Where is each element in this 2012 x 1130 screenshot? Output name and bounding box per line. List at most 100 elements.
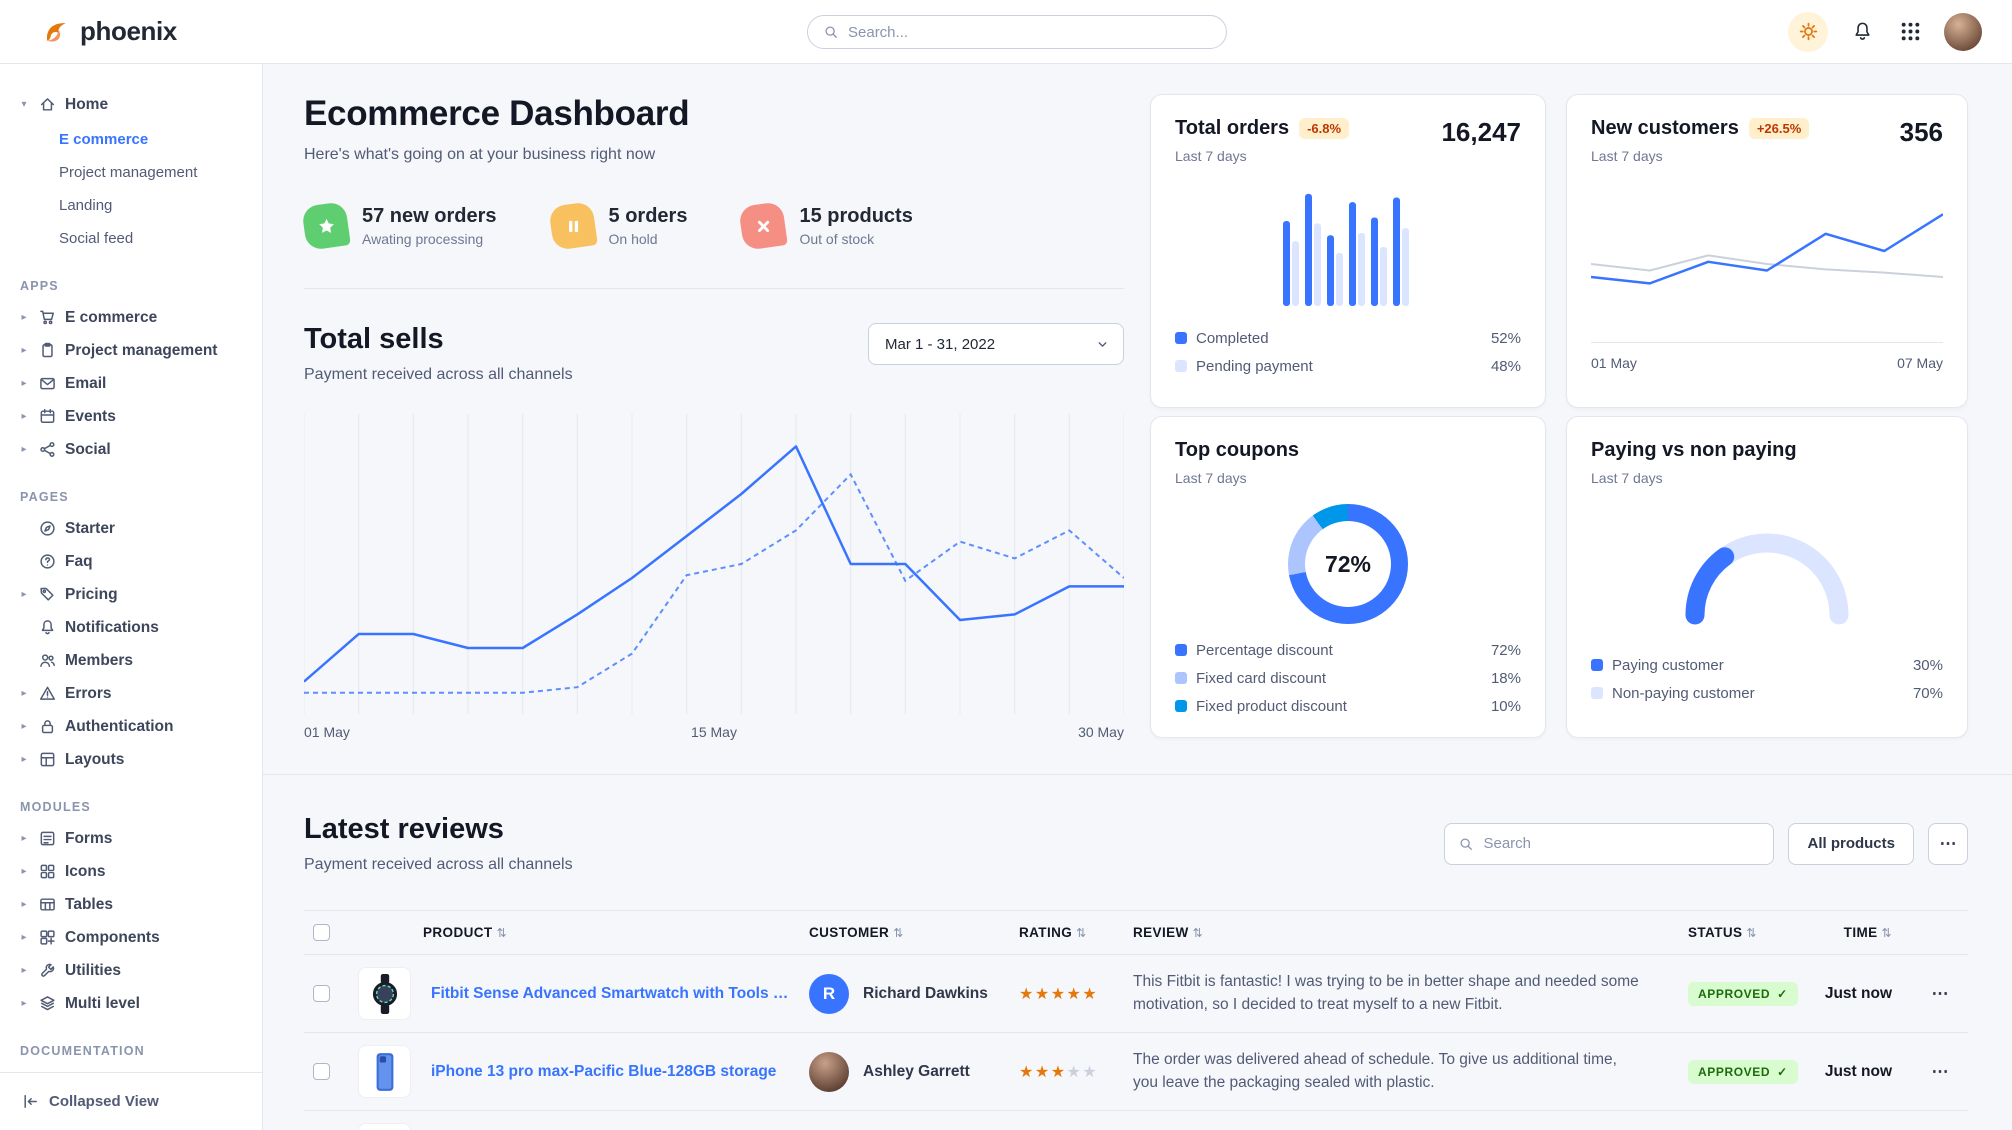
column-header-status[interactable]: STATUS ⇅ [1652, 910, 1802, 955]
sidebar-item-errors[interactable]: ▸ Errors [18, 677, 250, 710]
reviews-search-input[interactable] [1483, 835, 1760, 852]
legend-item: Paying customer 30% [1591, 651, 1943, 679]
row-actions-button[interactable]: ⋯ [1912, 1032, 1968, 1111]
x-axis-label: 07 May [1897, 355, 1943, 371]
row-checkbox[interactable] [313, 985, 330, 1002]
sidebar-item-ecommerce-dashboard[interactable]: E commerce [59, 131, 149, 148]
page-subtitle: Here's what's going on at your business … [304, 146, 656, 163]
form-icon [39, 830, 56, 847]
select-all-checkbox[interactable] [313, 924, 330, 941]
row-actions-button[interactable]: ⋯ [1912, 954, 1968, 1033]
column-header-rating[interactable]: RATING ⇅ [1011, 910, 1125, 955]
sidebar-section-pages: PAGES [20, 490, 69, 504]
sidebar-item-email[interactable]: ▸ Email [18, 367, 250, 400]
chevron-right-icon: ▸ [21, 721, 27, 732]
notifications-button[interactable] [1848, 18, 1876, 46]
column-header-product[interactable]: PRODUCT ⇅ [350, 910, 801, 955]
sidebar-item-social[interactable]: ▸ Social [18, 433, 250, 466]
legend-item: Non-paying customer 70% [1591, 679, 1943, 707]
column-header-review[interactable]: REVIEW ⇅ [1125, 910, 1652, 955]
coupons-donut-chart: 72% [1288, 504, 1408, 624]
sidebar-item-layouts[interactable]: ▸ Layouts [18, 743, 250, 776]
sidebar-section-apps: APPS [20, 279, 59, 293]
total-sells-chart: 01 May 15 May 30 May [304, 414, 1124, 740]
user-menu-avatar[interactable] [1944, 12, 1982, 51]
chevron-right-icon: ▸ [21, 378, 27, 389]
stat-value: 5 orders [608, 205, 688, 227]
apps-menu-button[interactable] [1896, 18, 1924, 46]
review-time: Just now [1802, 954, 1912, 1033]
check-icon: ✓ [1777, 1064, 1788, 1079]
chevron-right-icon: ▸ [21, 833, 27, 844]
product-link[interactable]: iPhone 13 pro max-Pacific Blue-128GB sto… [431, 1062, 777, 1080]
search-input[interactable] [848, 23, 1210, 41]
date-range-select[interactable]: Mar 1 - 31, 2022 [868, 323, 1124, 365]
brand-logo[interactable]: phoenix [42, 16, 177, 47]
reviews-subtitle: Payment received across all channels [304, 856, 573, 873]
sidebar-item-faq[interactable]: Faq [18, 545, 250, 578]
sidebar-item-utilities[interactable]: ▸ Utilities [18, 954, 250, 987]
stat-out-of-stock: 15 products Out of stock [738, 201, 913, 251]
chevron-right-icon: ▸ [21, 345, 27, 356]
chevron-right-icon: ▸ [21, 688, 27, 699]
layers-icon [39, 995, 56, 1012]
layout-icon [39, 751, 56, 768]
apps-grid-icon [1901, 22, 1919, 41]
product-link[interactable]: Fitbit Sense Advanced Smartwatch with To… [431, 984, 793, 1002]
tool-icon [39, 962, 56, 979]
theme-toggle-button[interactable] [1788, 11, 1828, 52]
sidebar-item-project-management-dashboard[interactable]: Project management [59, 164, 198, 181]
sidebar-item-starter[interactable]: Starter [18, 512, 250, 545]
sidebar-item-tables[interactable]: ▸ Tables [18, 888, 250, 921]
sidebar-item-social-feed[interactable]: Social feed [59, 230, 134, 247]
sidebar-item-home[interactable]: ▾ Home [18, 88, 250, 121]
card-period: Last 7 days [1175, 470, 1247, 486]
review-text: This Fitbit is fantastic! I was trying t… [1133, 973, 1639, 1013]
customer-avatar [809, 1051, 849, 1092]
collapse-sidebar-button[interactable]: Collapsed View [0, 1072, 262, 1130]
sidebar-item-members[interactable]: Members [18, 644, 250, 677]
sidebar-item-landing[interactable]: Landing [59, 197, 113, 214]
calendar-icon [39, 408, 56, 425]
home-icon [39, 96, 56, 113]
column-header-time[interactable]: TIME ⇅ [1802, 910, 1912, 955]
legend-value: 72% [1490, 641, 1521, 659]
legend-value: 70% [1912, 684, 1943, 702]
chevron-right-icon: ▸ [21, 899, 27, 910]
sidebar-item-authentication[interactable]: ▸ Authentication [18, 710, 250, 743]
sidebar-item-multi-level[interactable]: ▸ Multi level [18, 987, 250, 1020]
sidebar-item-app-project-management[interactable]: ▸ Project management [18, 334, 250, 367]
tag-icon [39, 586, 56, 603]
reviews-more-button[interactable]: ⋯ [1928, 822, 1968, 865]
trend-badge: +26.5% [1748, 118, 1810, 139]
sidebar-item-components[interactable]: ▸ Components [18, 921, 250, 954]
column-header-customer[interactable]: CUSTOMER ⇅ [801, 910, 1011, 955]
sidebar-item-notifications[interactable]: Notifications [18, 611, 250, 644]
stats-row: 57 new orders Awating processing 5 order… [301, 201, 1124, 289]
total-orders-value: 16,247 [1441, 117, 1521, 147]
all-products-button[interactable]: All products [1788, 822, 1914, 865]
stat-caption: On hold [608, 231, 658, 247]
paying-gauge-chart [1591, 520, 1943, 625]
main-content: Ecommerce Dashboard Here's what's going … [263, 64, 2012, 1130]
sidebar-item-icons[interactable]: ▸ Icons [18, 855, 250, 888]
sun-icon [1799, 22, 1817, 41]
legend-label: Pending payment [1196, 357, 1313, 375]
stat-value: 57 new orders [362, 205, 497, 227]
row-actions-button[interactable] [1912, 1110, 1968, 1130]
sidebar-item-forms[interactable]: ▸ Forms [18, 822, 250, 855]
legend-value: 18% [1490, 669, 1521, 687]
macbook-product-image [358, 1123, 411, 1130]
sort-icon: ⇅ [1881, 926, 1892, 940]
sidebar-item-events[interactable]: ▸ Events [18, 400, 250, 433]
sidebar-item-app-ecommerce[interactable]: ▸ E commerce [18, 301, 250, 334]
compass-icon [39, 520, 56, 537]
legend-label: Completed [1196, 329, 1269, 347]
chevron-down-icon: ▾ [21, 99, 27, 110]
sidebar-item-label: Home [65, 95, 109, 113]
sidebar-item-pricing[interactable]: ▸ Pricing [18, 578, 250, 611]
stat-new-orders: 57 new orders Awating processing [301, 201, 497, 251]
row-checkbox[interactable] [313, 1063, 330, 1080]
iphone-product-image [358, 1045, 411, 1098]
users-icon [39, 652, 56, 669]
